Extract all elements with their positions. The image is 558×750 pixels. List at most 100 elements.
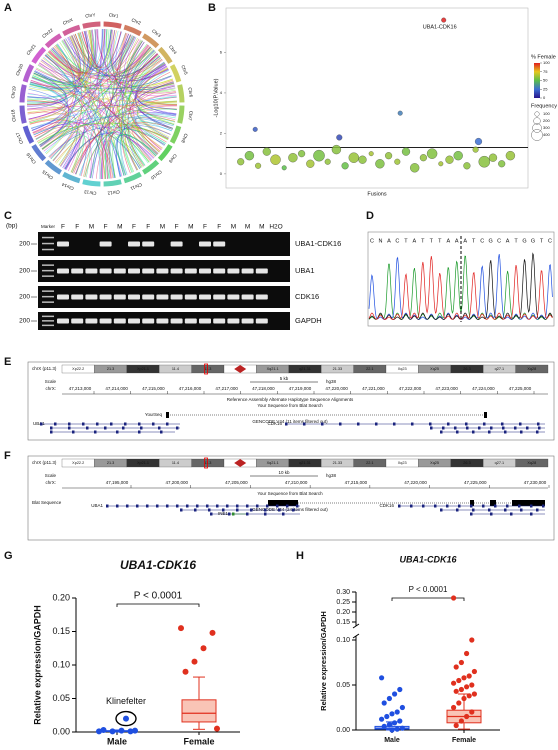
chord	[89, 40, 143, 179]
exon	[518, 504, 521, 508]
annotation: Klinefelter	[106, 696, 146, 706]
exon	[160, 430, 163, 434]
exon	[246, 512, 249, 516]
exon	[494, 504, 497, 508]
chromosome-arc	[82, 179, 101, 187]
assembly-label: hg38	[326, 473, 337, 478]
base-label: T	[421, 238, 425, 244]
exon	[422, 504, 425, 508]
chromosome-arc	[82, 21, 101, 29]
chord	[31, 71, 68, 131]
chord	[108, 29, 175, 88]
band-label: Xp21.1	[137, 461, 149, 465]
band	[142, 294, 155, 300]
exon	[206, 504, 209, 508]
blat-label: Blat Sequence	[32, 500, 62, 505]
annotation: UBA1-CDK16	[423, 25, 457, 31]
lane-label: F	[132, 224, 136, 231]
lane-label: M	[231, 224, 236, 231]
chromosome-label: Chr12	[107, 189, 120, 196]
chord	[117, 133, 157, 176]
chart-title: UBA1-CDK16	[120, 558, 196, 572]
exon	[264, 512, 267, 516]
lane-label: M	[245, 224, 250, 231]
exon	[68, 426, 71, 430]
chromosome-arc	[142, 159, 160, 175]
row-label: GAPDH	[295, 316, 322, 325]
exon	[398, 504, 401, 508]
chord	[40, 62, 166, 148]
box	[181, 699, 217, 723]
track-title: Reference Assembly Alternate Haplotype S…	[227, 397, 354, 402]
panel-letter: B	[208, 2, 216, 14]
exon	[222, 508, 225, 512]
point	[368, 151, 374, 157]
band-label: Xq21.1	[267, 461, 279, 465]
chord	[27, 111, 114, 179]
exon	[542, 504, 545, 508]
ideogram-band	[515, 458, 549, 468]
band-label: Xp22.2	[72, 367, 84, 371]
chord	[90, 123, 173, 179]
band	[227, 318, 240, 324]
point	[118, 727, 125, 734]
base-label: T	[540, 238, 544, 244]
lane-label: F	[61, 224, 65, 231]
y-tick-label: 4	[220, 90, 223, 95]
band	[270, 242, 282, 247]
exon	[296, 504, 299, 508]
gene-label: CDK16	[379, 503, 394, 508]
base-label: G	[531, 238, 535, 244]
y-axis-label: Relative expression/GAPDH	[319, 611, 328, 711]
band	[71, 294, 84, 300]
x-axis-label: Fusions	[367, 191, 387, 197]
exon	[232, 512, 235, 516]
gencode-title: GENCODE V44 (24 items filtered out)	[252, 507, 328, 512]
base-label: T	[472, 238, 476, 244]
chord	[64, 38, 116, 178]
exon	[292, 508, 295, 512]
chord	[59, 41, 105, 179]
chord	[32, 122, 154, 159]
exon	[286, 504, 289, 508]
chromosome-label: Chr17	[15, 131, 25, 145]
coord-label: 47,230,000	[524, 480, 547, 485]
size-label: 200	[543, 118, 550, 123]
exon	[520, 430, 523, 434]
lane-label: M	[188, 224, 193, 231]
chord	[127, 39, 177, 106]
band-label: Xq21.1	[267, 367, 279, 371]
y-axis-label: Relative expression/GAPDH	[32, 605, 42, 725]
coord-label: 47,195,000	[106, 480, 129, 485]
point	[270, 154, 281, 165]
band-label: 21.33	[333, 461, 343, 465]
exon	[442, 426, 445, 430]
point	[336, 134, 343, 141]
size-key	[531, 129, 543, 141]
base-label: C	[480, 238, 484, 244]
size-label: 200	[19, 241, 30, 248]
band-label: 11.4	[172, 367, 179, 371]
band-label: Xq25	[430, 461, 439, 465]
point	[306, 159, 315, 168]
chromosome-arc	[19, 105, 27, 124]
chromosome-arc	[169, 64, 182, 83]
chromosome-arc	[22, 64, 35, 83]
lane-label: M	[259, 224, 264, 231]
point	[461, 695, 467, 702]
band	[57, 241, 69, 247]
exon	[116, 504, 119, 508]
point	[394, 709, 400, 715]
exon	[537, 422, 540, 426]
band	[270, 319, 282, 324]
point	[463, 162, 471, 170]
ideogram-band	[515, 364, 549, 374]
chord	[106, 29, 165, 78]
point	[127, 728, 134, 735]
band	[156, 318, 169, 324]
legend-title: % Female	[531, 54, 556, 60]
point	[386, 695, 392, 702]
exon	[180, 508, 183, 512]
base-label: A	[446, 238, 450, 244]
coord-label: 47,214,000	[105, 386, 128, 391]
